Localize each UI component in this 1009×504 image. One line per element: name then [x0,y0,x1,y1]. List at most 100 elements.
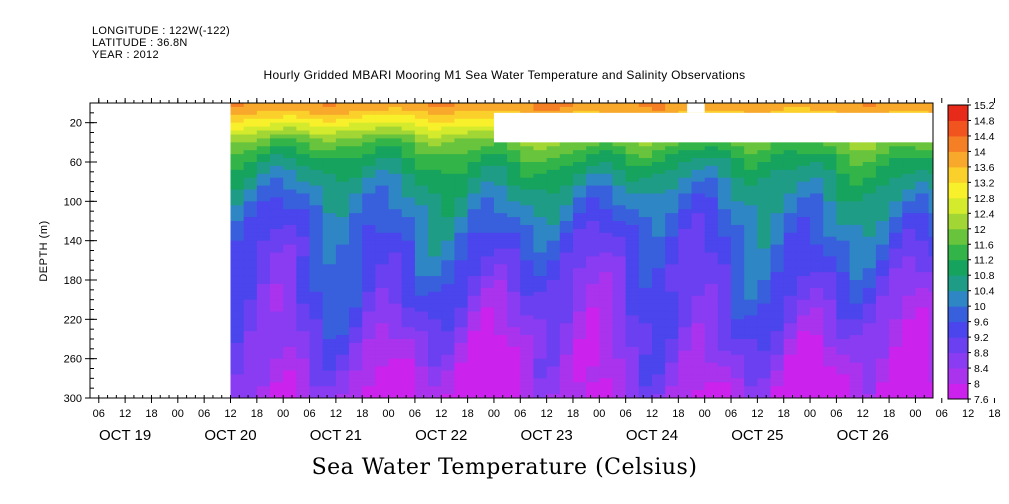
temperature-cell [270,122,284,128]
temperature-cell [625,189,640,195]
temperature-cell [823,311,837,316]
temperature-cell [533,173,548,179]
temperature-cell [362,110,376,116]
temperature-cell [533,181,548,187]
temperature-cell [928,378,933,383]
temperature-cell [836,189,851,195]
temperature-cell [309,366,324,372]
temperature-cell [599,303,614,309]
temperature-cell [783,256,798,261]
temperature-cell [559,181,574,187]
temperature-cell [270,378,284,383]
temperature-cell [652,378,666,383]
temperature-cell [375,370,390,375]
temperature-cell [243,287,258,293]
temperature-cell [243,264,258,269]
temperature-cell [678,354,693,360]
temperature-cell [744,173,758,179]
temperature-cell [243,173,258,179]
temperature-cell [467,319,482,324]
temperature-cell [902,382,917,387]
temperature-cell [414,146,429,151]
colorbar-segment [948,182,968,199]
temperature-cell [546,382,561,387]
temperature-cell [836,201,851,206]
temperature-cell [823,295,837,301]
temperature-cell [572,154,587,159]
temperature-cell [638,240,653,246]
temperature-cell [309,331,324,336]
temperature-cell [559,394,574,398]
temperature-cell [783,346,798,352]
temperature-cell [467,248,482,254]
temperature-cell [849,142,864,147]
temperature-cell [638,390,653,395]
temperature-cell [691,205,706,210]
temperature-cell [875,382,890,387]
temperature-cell [665,287,679,293]
temperature-cell [414,122,429,128]
temperature-cell [770,307,785,313]
temperature-cell [783,150,798,155]
temperature-cell [586,232,600,238]
temperature-cell [480,315,495,320]
temperature-cell [757,374,772,379]
temperature-cell [375,354,390,360]
temperature-cell [375,339,390,344]
temperature-cell [480,264,495,269]
temperature-cell [586,240,600,246]
temperature-cell [335,342,350,348]
temperature-cell [731,213,745,218]
temperature-cell [665,331,679,336]
temperature-cell [441,256,456,261]
temperature-cell [652,240,666,246]
temperature-cell [599,311,614,316]
temperature-cell [480,346,495,352]
temperature-cell [283,287,297,293]
temperature-cell [388,158,403,163]
temperature-cell [546,370,561,375]
temperature-cell [546,315,561,320]
temperature-cell [493,224,508,230]
temperature-cell [717,228,732,234]
temperature-cell [823,346,837,352]
temperature-cell [335,291,350,297]
temperature-cell [836,162,851,167]
colorbar-segment [948,337,968,354]
temperature-cell [928,358,933,364]
temperature-cell [572,142,587,147]
temperature-cell [493,252,508,257]
temperature-cell [256,272,271,277]
temperature-cell [362,244,376,250]
temperature-cell [770,224,785,230]
temperature-cell [270,264,284,269]
temperature-cell [243,138,258,143]
temperature-cell [454,264,469,269]
temperature-cell [902,142,917,147]
temperature-cell [243,327,258,332]
temperature-cell [928,158,933,163]
temperature-cell [349,154,363,159]
temperature-cell [441,303,456,309]
temperature-cell [309,169,324,175]
temperature-cell [704,201,719,206]
temperature-cell [704,189,719,195]
temperature-cell [704,154,719,159]
temperature-cell [256,354,271,360]
temperature-cell [414,276,429,281]
temperature-cell [875,362,890,368]
temperature-cell [335,181,350,187]
temperature-cell [559,256,574,261]
temperature-cell [546,299,561,305]
temperature-cell [454,315,469,320]
temperature-cell [731,103,745,108]
temperature-cell [691,236,706,242]
temperature-cell [783,240,798,246]
temperature-cell [889,311,903,316]
temperature-cell [375,319,390,324]
temperature-cell [599,221,614,226]
temperature-cell [731,248,745,254]
temperature-cell [546,240,561,246]
temperature-cell [322,244,337,250]
temperature-cell [915,370,930,375]
